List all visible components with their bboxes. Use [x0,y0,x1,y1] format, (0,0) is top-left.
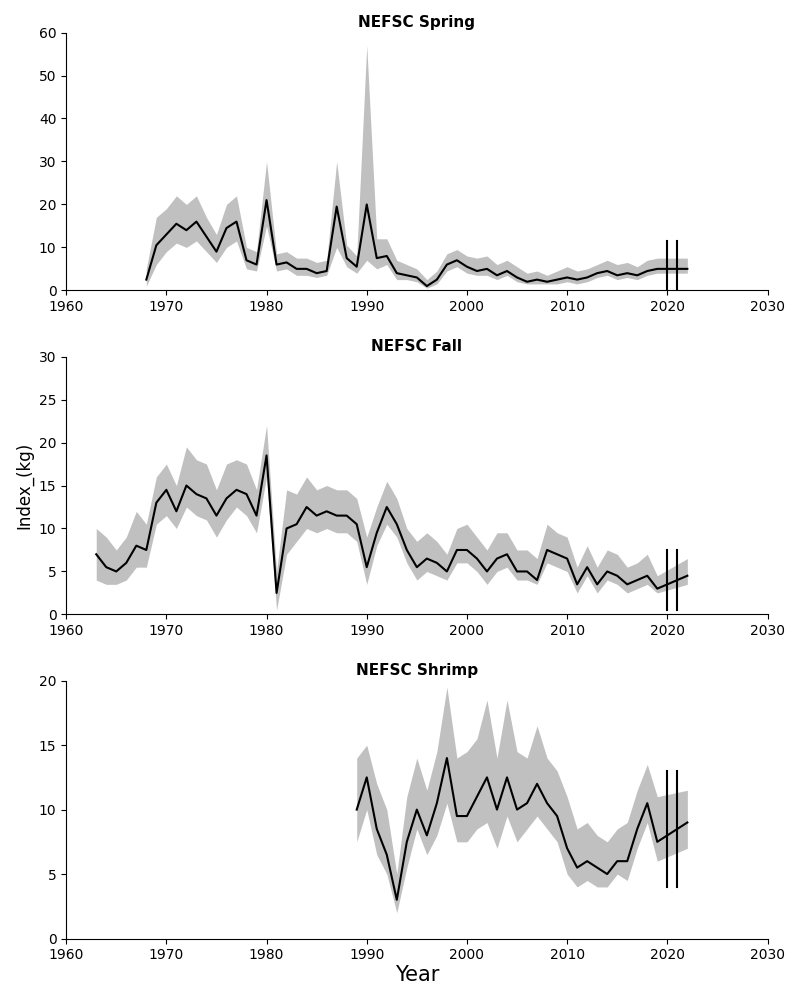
X-axis label: Year: Year [394,965,439,985]
Title: NEFSC Spring: NEFSC Spring [358,15,475,30]
Y-axis label: Index_(kg): Index_(kg) [15,442,34,529]
Title: NEFSC Fall: NEFSC Fall [371,339,462,354]
Title: NEFSC Shrimp: NEFSC Shrimp [356,663,478,678]
